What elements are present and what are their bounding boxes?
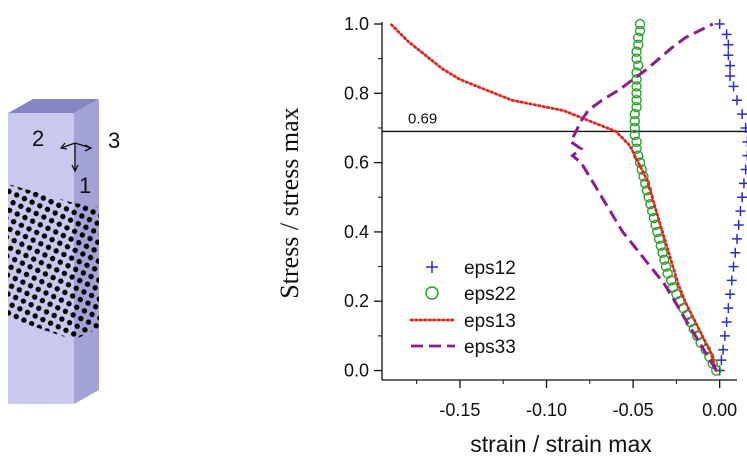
data-point-eps12 [714,19,725,29]
series-line-eps33 [568,22,718,372]
series-line-eps13 [389,22,718,372]
data-point-eps12 [737,192,747,203]
data-point-eps22 [633,60,644,71]
y-tick-label: 0.0 [344,361,369,381]
data-point-eps22 [659,254,670,265]
x-axis-title: strain / strain max [470,431,652,457]
specimen-dotted-pattern-side [74,203,99,340]
legend-label-eps22: eps22 [464,284,516,305]
specimen-illustration: 2 3 1 [8,99,120,404]
y-tick-label: 0.4 [344,222,369,242]
data-point-eps22 [631,136,642,148]
data-point-eps12 [723,39,734,50]
legend-symbol-eps12 [426,261,438,273]
data-point-eps22 [634,18,646,30]
legend-label-eps12: eps12 [464,258,516,279]
data-point-eps12 [718,344,729,355]
data-point-eps22 [629,129,641,141]
legend-label-eps33: eps33 [464,337,516,358]
data-point-eps22 [641,185,653,196]
specimen-top-face [8,99,99,113]
chart-series [389,18,747,376]
data-point-eps12 [721,317,732,328]
data-point-eps12 [725,70,736,81]
data-point-eps12 [725,289,736,300]
data-point-eps22 [653,233,665,245]
direction-arrows [59,142,93,173]
data-point-eps22 [629,108,641,120]
chart: 0.0 0.2 0.4 0.6 0.8 1.0 -0.15 -0.10 -0.05 0.00 0.… [275,14,747,457]
data-point-eps12 [732,95,742,106]
data-point-eps12 [725,60,736,71]
direction-label-1: 1 [79,173,91,198]
series-eps13 [389,22,718,372]
specimen-dotted-pattern-front [8,184,74,340]
data-point-eps12 [740,164,747,175]
data-point-eps22 [631,46,642,57]
legend-label-eps13: eps13 [464,311,516,332]
data-point-eps22 [660,261,672,272]
data-point-eps22 [633,32,644,44]
data-point-eps12 [735,206,746,217]
y-tick-label: 0.2 [344,291,369,311]
data-point-eps12 [742,150,747,161]
data-point-eps12 [728,81,739,92]
data-point-eps22 [667,282,679,293]
data-point-eps12 [737,109,747,120]
data-point-eps12 [723,303,734,314]
data-point-eps12 [723,50,734,61]
data-point-eps22 [631,53,642,64]
data-point-eps22 [631,88,642,99]
reference-line-label: 0.69 [408,110,437,127]
series-eps33 [568,22,718,372]
series-eps12 [714,19,747,376]
direction-label-2: 2 [32,126,44,151]
data-point-eps12 [719,330,730,341]
data-point-eps12 [726,275,737,286]
data-point-eps12 [730,247,741,258]
chart-axes: 0.0 0.2 0.4 0.6 0.8 1.0 -0.15 -0.10 -0.05 0.00 [344,14,737,420]
data-point-eps22 [640,178,651,189]
x-tick-label: -0.15 [439,400,480,420]
reference-line-group: 0.69 [382,110,747,133]
data-point-eps22 [657,247,668,258]
x-tick-label: -0.10 [526,400,567,420]
data-point-eps22 [634,25,646,37]
y-tick-label: 0.6 [344,153,369,173]
y-tick-label: 1.0 [344,14,369,34]
data-point-eps22 [631,101,642,113]
data-point-eps12 [728,261,739,272]
data-point-eps12 [732,233,742,244]
data-point-eps22 [631,81,642,92]
data-point-eps22 [633,39,644,50]
data-point-eps12 [716,355,727,366]
x-tick-label: 0.00 [702,400,737,420]
data-point-eps22 [636,164,647,175]
legend-symbol-eps22 [425,286,439,300]
data-point-eps22 [631,95,642,106]
x-tick-label: -0.05 [613,400,654,420]
chart-legend: eps12 eps22 eps13 eps33 [409,258,516,358]
data-point-eps12 [733,219,744,230]
data-point-eps12 [742,136,747,147]
data-point-eps12 [721,29,732,40]
direction-label-3: 3 [108,128,120,153]
data-point-eps12 [740,122,747,133]
data-point-eps22 [662,268,673,279]
y-axis-title: Stress / stress max [275,107,304,298]
data-point-eps12 [738,178,747,189]
data-point-eps22 [629,115,641,127]
y-tick-label: 0.8 [344,83,369,103]
data-point-eps22 [629,122,641,134]
